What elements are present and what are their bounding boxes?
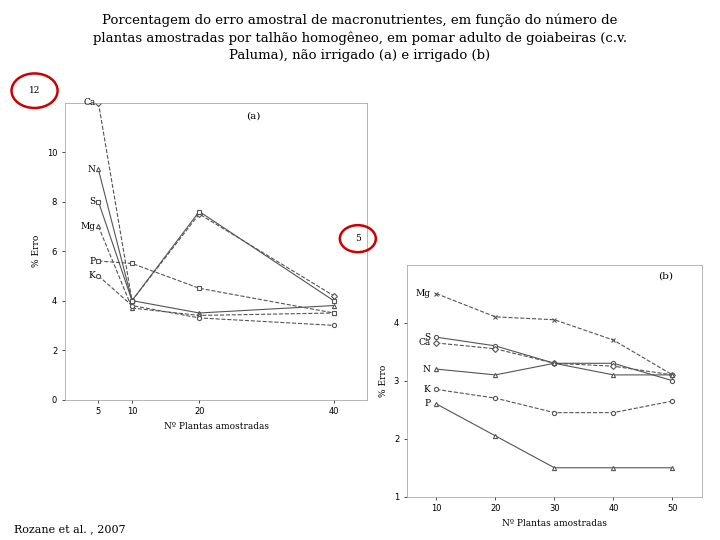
Text: N: N [88, 165, 96, 174]
Text: K: K [423, 385, 431, 394]
Text: N: N [423, 364, 431, 374]
Text: S: S [89, 197, 96, 206]
Text: 12: 12 [29, 86, 40, 95]
Text: Mg: Mg [81, 222, 96, 231]
Text: Ca: Ca [84, 98, 96, 107]
Text: P: P [424, 400, 431, 408]
Text: P: P [89, 256, 96, 266]
Text: 5: 5 [355, 234, 361, 243]
Text: Rozane et al. , 2007: Rozane et al. , 2007 [14, 524, 126, 535]
Text: (a): (a) [246, 111, 261, 120]
Text: K: K [89, 271, 96, 280]
X-axis label: Nº Plantas amostradas: Nº Plantas amostradas [502, 519, 607, 528]
Text: (b): (b) [657, 272, 672, 281]
X-axis label: Nº Plantas amostradas: Nº Plantas amostradas [163, 422, 269, 431]
Text: S: S [424, 333, 431, 342]
Y-axis label: % Erro: % Erro [32, 235, 41, 267]
Y-axis label: % Erro: % Erro [379, 364, 388, 397]
Text: Ca: Ca [418, 339, 431, 347]
Text: Porcentagem do erro amostral de macronutrientes, em função do número de
plantas : Porcentagem do erro amostral de macronut… [93, 14, 627, 62]
Text: Mg: Mg [415, 289, 431, 298]
